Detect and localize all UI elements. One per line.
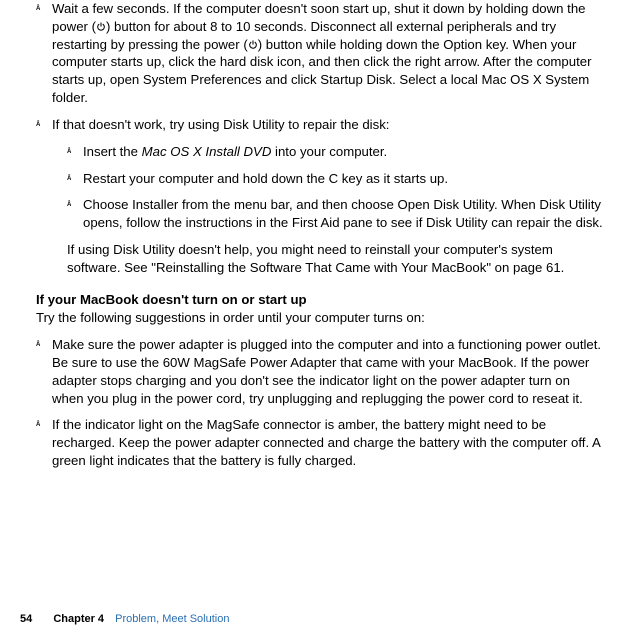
list-item: Wait a few seconds. If the computer does… (36, 0, 605, 107)
power-icon (96, 22, 106, 32)
body-text: If the indicator light on the MagSafe co… (52, 417, 600, 468)
body-text: Make sure the power adapter is plugged i… (52, 337, 601, 405)
bullet-list-top: Wait a few seconds. If the computer does… (36, 0, 605, 277)
body-text: Choose Installer from the menu bar, and … (83, 197, 603, 230)
body-text: into your computer. (271, 144, 387, 159)
body-text: Try the following suggestions in order u… (36, 309, 605, 327)
list-item: If the indicator light on the MagSafe co… (36, 416, 605, 469)
page-footer: 54 Chapter 4 Problem, Meet Solution (0, 612, 633, 627)
sub-bullet-list: Insert the Mac OS X Install DVD into you… (67, 143, 605, 232)
section-heading: If your MacBook doesn't turn on or start… (36, 291, 605, 309)
list-item: Restart your computer and hold down the … (67, 170, 605, 188)
list-item: Insert the Mac OS X Install DVD into you… (67, 143, 605, 161)
chapter-title: Problem, Meet Solution (115, 613, 229, 625)
document-page: Wait a few seconds. If the computer does… (0, 0, 633, 641)
page-number: 54 (20, 613, 32, 625)
body-text: If using Disk Utility doesn't help, you … (67, 241, 605, 277)
list-item: If that doesn't work, try using Disk Uti… (36, 116, 605, 277)
body-text: If that doesn't work, try using Disk Uti… (52, 117, 389, 132)
power-icon (248, 40, 258, 50)
body-text: Restart your computer and hold down the … (83, 171, 448, 186)
list-item: Choose Installer from the menu bar, and … (67, 196, 605, 232)
italic-text: Mac OS X Install DVD (142, 144, 272, 159)
body-text: Insert the (83, 144, 142, 159)
bullet-list-bottom: Make sure the power adapter is plugged i… (36, 336, 605, 470)
list-item: Make sure the power adapter is plugged i… (36, 336, 605, 407)
chapter-label: Chapter 4 (53, 613, 104, 625)
